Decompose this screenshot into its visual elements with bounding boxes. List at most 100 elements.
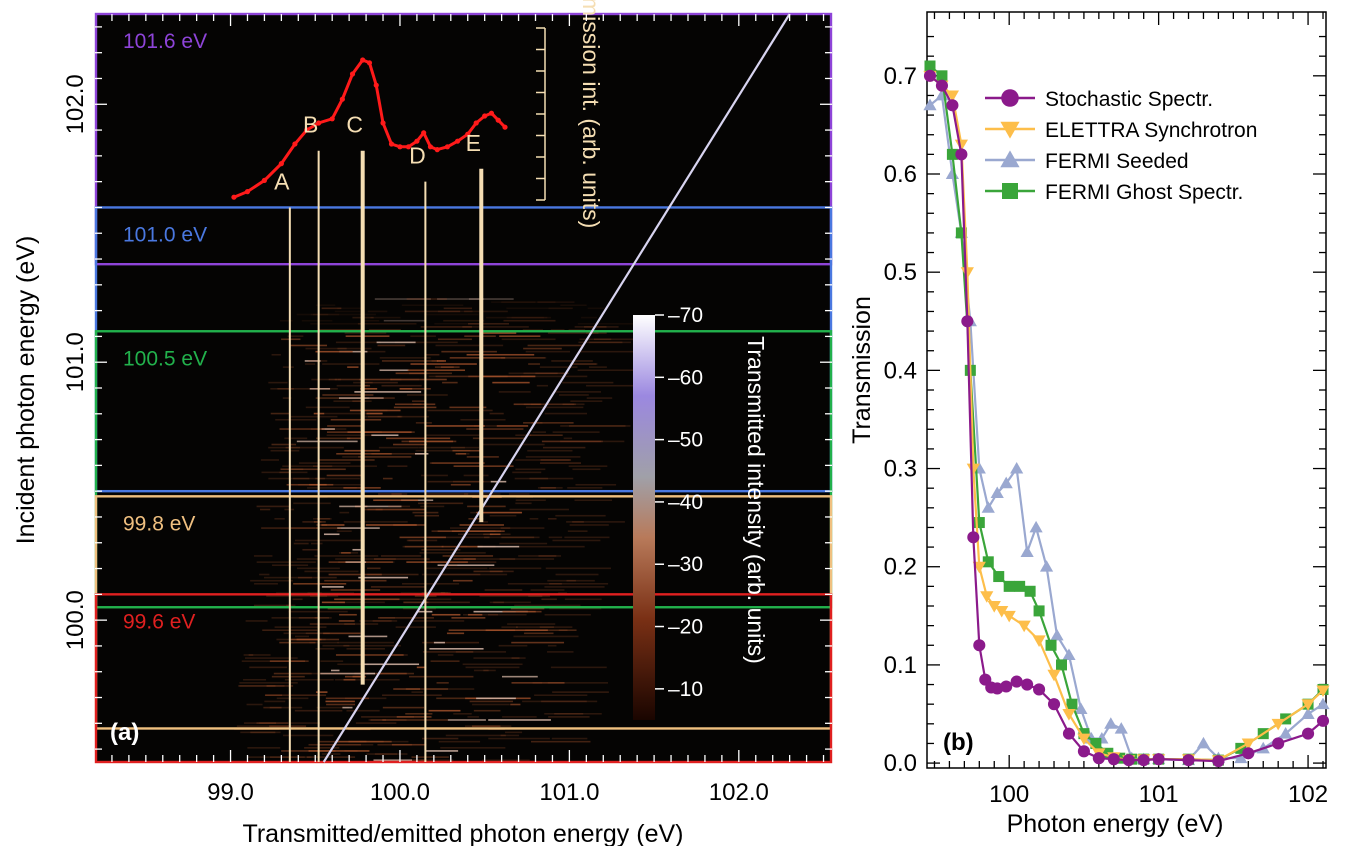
noise-streak	[406, 539, 438, 542]
noise-streak	[422, 641, 480, 644]
noise-streak	[548, 716, 590, 718]
noise-streak	[550, 666, 607, 669]
noise-streak	[485, 629, 548, 632]
emission-point	[278, 161, 284, 167]
noise-streak	[256, 722, 276, 724]
series-point	[1039, 560, 1054, 572]
noise-streak	[518, 545, 585, 548]
noise-streak	[418, 446, 480, 449]
noise-streak	[239, 685, 285, 687]
noise-streak	[342, 456, 358, 458]
noise-streak	[408, 539, 424, 542]
legend-label: FERMI Seeded	[1045, 150, 1189, 173]
noise-streak	[333, 400, 372, 402]
y-tick-label: 102.0	[62, 74, 89, 134]
noise-streak	[287, 335, 304, 337]
noise-streak	[442, 381, 458, 384]
noise-streak	[555, 573, 599, 576]
noise-streak	[249, 666, 288, 669]
noise-streak	[435, 344, 504, 347]
noise-streak	[270, 412, 291, 415]
emission-point	[427, 144, 434, 150]
window-label: 101.6 eV	[123, 30, 207, 53]
noise-streak	[560, 440, 625, 443]
noise-streak	[493, 601, 531, 604]
noise-streak	[483, 669, 496, 672]
noise-streak	[427, 409, 493, 412]
noise-streak	[433, 641, 445, 644]
series-point	[1301, 707, 1315, 719]
noise-streak	[518, 555, 557, 557]
noise-streak	[511, 641, 565, 644]
noise-streak	[271, 443, 297, 446]
noise-streak	[404, 310, 461, 313]
noise-streak	[443, 307, 473, 310]
noise-streak	[473, 425, 498, 427]
noise-streak	[322, 363, 380, 365]
noise-streak	[373, 499, 419, 502]
noise-streak	[529, 517, 539, 520]
series-point	[1029, 520, 1043, 533]
noise-streak	[452, 579, 473, 582]
series-point	[924, 60, 936, 72]
noise-streak	[339, 613, 357, 616]
noise-streak	[410, 363, 477, 365]
noise-streak	[414, 452, 429, 455]
noise-streak	[405, 688, 449, 690]
noise-streak	[316, 527, 342, 529]
y-tick-label: 0.1	[884, 652, 917, 679]
noise-streak	[345, 335, 390, 337]
noise-streak	[250, 579, 293, 582]
series-point	[936, 70, 948, 82]
noise-streak	[339, 350, 368, 353]
noise-streak	[566, 521, 584, 523]
noise-streak	[414, 514, 440, 517]
noise-streak	[436, 682, 449, 684]
series-point	[945, 90, 960, 103]
noise-streak	[307, 487, 357, 489]
noise-streak	[313, 465, 377, 467]
emission-point	[349, 71, 356, 77]
noise-streak	[469, 700, 513, 703]
noise-streak	[305, 347, 372, 350]
noise-streak	[401, 440, 457, 443]
noise-streak	[520, 375, 588, 378]
noise-streak	[296, 638, 322, 641]
noise-streak	[343, 678, 356, 681]
colorbar-tick-label: –70	[668, 304, 703, 327]
noise-streak	[368, 329, 401, 331]
noise-streak	[382, 719, 449, 721]
noise-streak	[522, 700, 587, 703]
window-frame-green	[94, 330, 833, 609]
noise-streak	[352, 548, 365, 551]
noise-streak	[310, 428, 347, 430]
noise-streak	[500, 734, 520, 737]
noise-streak	[568, 425, 631, 427]
noise-streak	[379, 617, 396, 619]
noise-streak	[449, 406, 487, 409]
noise-streak	[310, 542, 323, 545]
noise-streak	[321, 753, 341, 755]
noise-streak	[575, 483, 617, 486]
noise-streak	[253, 555, 273, 557]
colorbar-tick-label: –40	[668, 491, 703, 514]
noise-streak	[248, 654, 271, 656]
noise-streak	[530, 589, 565, 591]
noise-streak	[514, 604, 581, 607]
heatmap-noise	[234, 298, 644, 762]
noise-streak	[236, 725, 291, 727]
noise-streak	[457, 452, 470, 455]
noise-streak	[473, 657, 520, 659]
noise-streak	[362, 508, 427, 511]
noise-streak	[488, 719, 551, 721]
noise-streak	[302, 548, 318, 551]
noise-streak	[409, 675, 474, 678]
noise-streak	[346, 437, 362, 440]
noise-streak	[282, 397, 292, 399]
noise-streak	[547, 651, 574, 653]
emission-point	[244, 189, 251, 195]
noise-streak	[357, 323, 417, 325]
noise-streak	[472, 703, 510, 706]
noise-streak	[309, 641, 339, 644]
noise-streak	[465, 666, 520, 669]
